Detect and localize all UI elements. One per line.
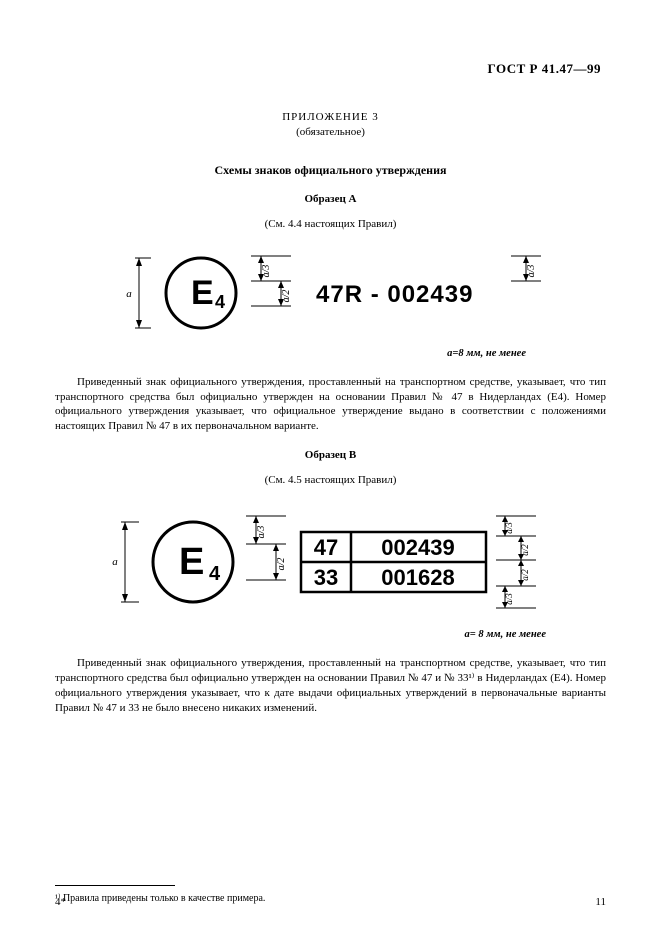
note-a: a=8 мм, не менее: [55, 347, 606, 361]
paragraph-a-text: Приведенный знак официального утверждени…: [55, 376, 606, 433]
appendix-line2: (обязательное): [55, 125, 606, 140]
paragraph-a: Приведенный знак официального утверждени…: [55, 375, 606, 434]
dim-a3-a-right: a/3: [526, 264, 537, 277]
document-id: ГОСТ Р 41.47—99: [488, 60, 601, 78]
sample-a-label: Образец A: [55, 192, 606, 207]
dim-a: a: [126, 288, 132, 300]
cell-33: 33: [313, 565, 337, 590]
figure-a: a E 4 a/3 a/2 47R - 002439: [55, 246, 606, 341]
appendix-line1: ПРИЛОЖЕНИЕ 3: [55, 110, 606, 125]
footer-right: 11: [595, 895, 606, 910]
dim-a-b: a: [112, 556, 118, 568]
figure-b: a E 4 a/3 a/2 47 002439 33 001628: [55, 502, 606, 622]
appendix-heading: ПРИЛОЖЕНИЕ 3 (обязательное): [55, 110, 606, 140]
section-title: Схемы знаков официального утверждения: [55, 162, 606, 178]
note-b: a= 8 мм, не менее: [55, 628, 606, 642]
sample-a-ref: (См. 4.4 настоящих Правил): [55, 217, 606, 232]
cell-47: 47: [313, 535, 337, 560]
dim-a2-a: a/2: [281, 289, 292, 302]
dim-r1: a/3: [504, 522, 514, 534]
paragraph-b-text: Приведенный знак официального утверждени…: [55, 657, 606, 714]
circle-4: 4: [215, 292, 225, 312]
dim-a3-b: a/3: [256, 525, 267, 538]
cell-001628: 001628: [381, 565, 454, 590]
footnote-separator: [55, 885, 175, 886]
dim-a2-b: a/2: [276, 557, 287, 570]
sample-b-ref: (См. 4.5 настоящих Правил): [55, 473, 606, 488]
page-footer: 4* 11: [55, 895, 606, 910]
dim-r3: a/2: [520, 569, 530, 581]
page: ГОСТ Р 41.47—99 ПРИЛОЖЕНИЕ 3 (обязательн…: [0, 0, 661, 936]
circle-e-b: E: [179, 541, 204, 583]
dim-r4: a/3: [504, 593, 514, 605]
footer-left: 4*: [55, 895, 66, 910]
circle-4-b: 4: [209, 563, 221, 585]
approval-number-a: 47R - 002439: [316, 281, 473, 308]
dim-r2: a/2: [520, 544, 530, 556]
paragraph-b: Приведенный знак официального утверждени…: [55, 656, 606, 715]
circle-e: E: [191, 274, 214, 312]
cell-002439: 002439: [381, 535, 454, 560]
sample-b-label: Образец B: [55, 448, 606, 463]
dim-a3-a: a/3: [261, 264, 272, 277]
